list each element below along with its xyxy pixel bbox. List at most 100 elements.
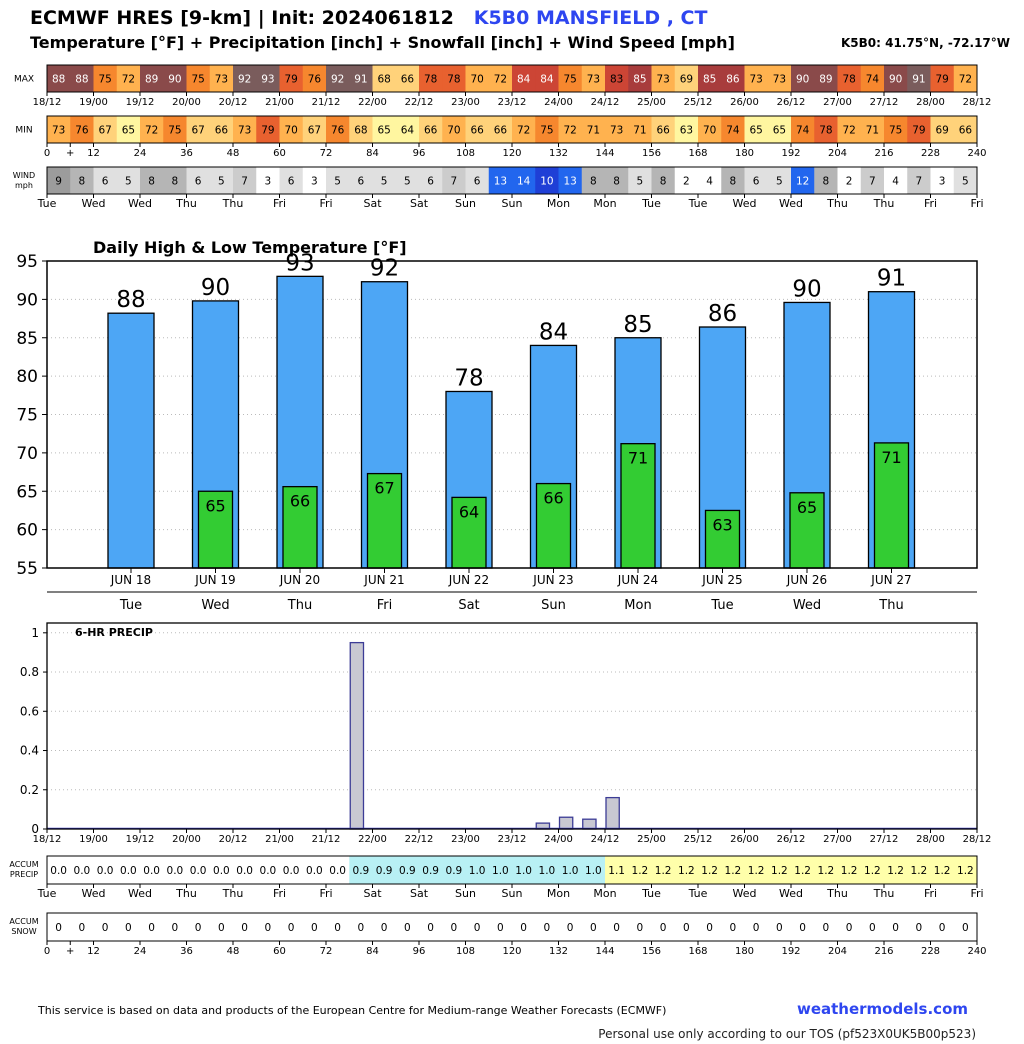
min-temp-cell xyxy=(93,116,118,143)
max-temp-value: 75 xyxy=(98,74,111,86)
accum-precip-value: 0.0 xyxy=(50,865,67,877)
accum-precip-value: 0.0 xyxy=(306,865,323,877)
max-temp-cell xyxy=(744,65,769,92)
accum-precip-cell xyxy=(488,856,513,884)
y-tick-label: 65 xyxy=(16,482,38,502)
wind-cell xyxy=(558,167,583,194)
date-tick-label: 28/12 xyxy=(963,834,992,845)
wind-value: 2 xyxy=(683,176,690,188)
accum-precip-value: 0.0 xyxy=(213,865,230,877)
max-temp-value: 85 xyxy=(633,74,646,86)
date-tick-label: 23/12 xyxy=(498,97,527,108)
y-tick-label: 0.2 xyxy=(20,783,39,797)
accum-snow-value: 0 xyxy=(311,922,318,934)
min-temp-value: 75 xyxy=(168,125,181,137)
weekday-tick-label: Sat xyxy=(410,197,429,210)
weekday-tick-label: Thu xyxy=(222,887,244,900)
min-temp-cell xyxy=(116,116,141,143)
max-temp-value: 68 xyxy=(377,74,390,86)
accum-snow-cell xyxy=(651,913,676,941)
accum-snow-value: 0 xyxy=(218,922,225,934)
wind-value: 5 xyxy=(776,176,783,188)
wind-value: 5 xyxy=(218,176,225,188)
accum-precip-cell xyxy=(698,856,722,884)
accum-snow-value: 0 xyxy=(381,922,388,934)
strip-label: MIN xyxy=(15,126,32,136)
low-bar xyxy=(873,442,910,569)
weekday-tick-label: Thu xyxy=(873,197,895,210)
accum-precip-cell xyxy=(116,856,141,884)
hour-tick-label: 48 xyxy=(227,946,240,957)
accum-precip-value: 0.9 xyxy=(376,865,393,877)
high-bar xyxy=(107,312,155,569)
accum-precip-value: 0.0 xyxy=(143,865,160,877)
weekday-tick-label: Fri xyxy=(319,197,332,210)
date-tick-label: 26/00 xyxy=(730,834,759,845)
low-bar-label: 64 xyxy=(459,502,479,521)
high-bar-label: 92 xyxy=(370,256,399,282)
x-tick-label: JUN 19 xyxy=(194,573,235,587)
accum-precip-cell xyxy=(395,856,420,884)
accum-snow-value: 0 xyxy=(451,922,458,934)
wind-value: 13 xyxy=(494,176,507,188)
min-temp-value: 72 xyxy=(517,125,530,137)
max-temp-value: 90 xyxy=(889,74,902,86)
max-temp-cell xyxy=(605,65,629,92)
min-temp-value: 72 xyxy=(563,125,576,137)
max-temp-value: 79 xyxy=(935,74,948,86)
wind-value: 7 xyxy=(916,176,923,188)
low-bar xyxy=(535,482,572,569)
x-tick-label: JUN 27 xyxy=(870,573,911,587)
wind-value: 13 xyxy=(563,176,576,188)
min-temp-cell xyxy=(302,116,327,143)
wind-cell xyxy=(698,167,722,194)
wind-cell xyxy=(419,167,443,194)
hour-tick-label: 144 xyxy=(595,946,614,957)
wind-value: 8 xyxy=(730,176,737,188)
wind-cell xyxy=(767,167,792,194)
accum-precip-value: 0.9 xyxy=(422,865,439,877)
accum-snow-cell xyxy=(279,913,304,941)
station-coords: K5B0: 41.75°N, -72.17°W xyxy=(840,36,1010,50)
wind-cell xyxy=(884,167,908,194)
hour-tick-label: 216 xyxy=(874,946,893,957)
hour-tick-label: 120 xyxy=(502,148,521,159)
x-tick-label: JUN 26 xyxy=(786,573,827,587)
accum-precip-value: 1.2 xyxy=(818,865,835,877)
y-tick-label: 90 xyxy=(16,290,38,310)
date-tick-label: 19/00 xyxy=(79,97,108,108)
accum-precip-cell xyxy=(209,856,234,884)
accum-snow-value: 0 xyxy=(567,922,574,934)
max-temp-value: 92 xyxy=(331,74,344,86)
min-temp-value: 65 xyxy=(773,125,786,137)
min-temp-cell xyxy=(767,116,792,143)
wind-cell xyxy=(744,167,769,194)
low-bar-label: 67 xyxy=(374,479,394,498)
wind-value: 6 xyxy=(195,176,202,188)
min-temp-value: 78 xyxy=(819,125,832,137)
y-tick-label: 1 xyxy=(31,626,39,640)
precip-bar xyxy=(582,818,597,830)
wind-value: 5 xyxy=(637,176,644,188)
wind-value: 6 xyxy=(288,176,295,188)
precip-chart-title: 6-HR PRECIP xyxy=(75,626,153,639)
max-temp-cell xyxy=(209,65,234,92)
min-temp-cell xyxy=(512,116,536,143)
accum-snow-value: 0 xyxy=(241,922,248,934)
date-tick-label: 20/00 xyxy=(172,97,201,108)
brand-link[interactable]: weathermodels.com xyxy=(796,1000,968,1018)
accum-precip-cell xyxy=(372,856,397,884)
weekday-tick-label: Tue xyxy=(37,197,57,210)
accum-snow-value: 0 xyxy=(172,922,179,934)
accum-precip-value: 1.0 xyxy=(515,865,532,877)
max-temp-value: 78 xyxy=(424,74,437,86)
accum-snow-value: 0 xyxy=(474,922,481,934)
strip-label: mph xyxy=(15,181,33,190)
accum-snow-value: 0 xyxy=(102,922,109,934)
min-temp-value: 73 xyxy=(238,125,251,137)
min-temp-cell xyxy=(860,116,885,143)
hour-tick-label: 240 xyxy=(967,148,986,159)
weekday-tick-label: Tue xyxy=(688,887,708,900)
accum-snow-value: 0 xyxy=(846,922,853,934)
min-temp-value: 65 xyxy=(377,125,390,137)
